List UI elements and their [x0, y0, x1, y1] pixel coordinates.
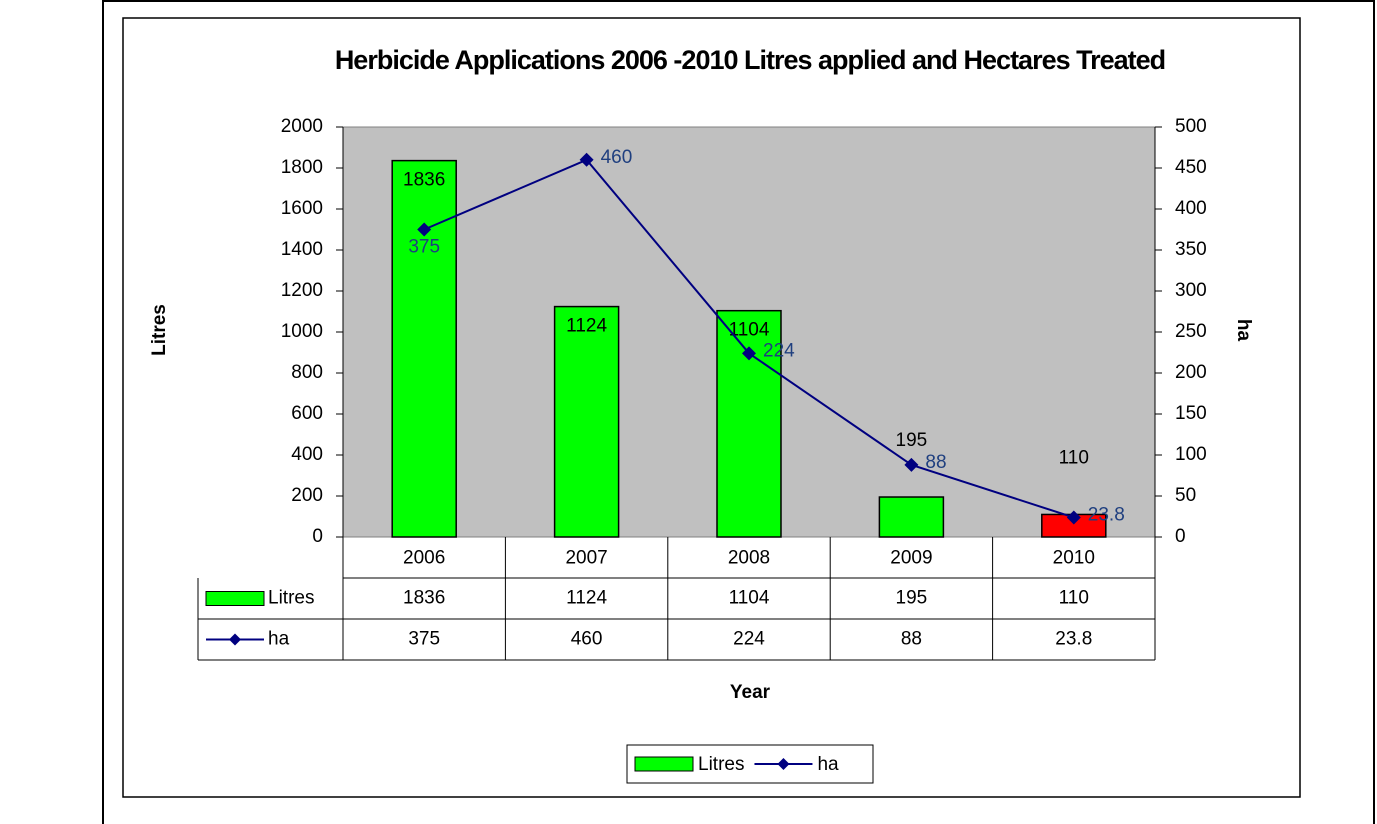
line-value-label: 23.8 [1088, 504, 1125, 525]
y2-tick-label: 200 [1175, 362, 1207, 383]
x-tick-label: 2009 [890, 548, 932, 569]
x-tick-label: 2010 [1053, 548, 1095, 569]
y-tick-label: 2000 [281, 116, 323, 137]
y2-tick-label: 400 [1175, 198, 1207, 219]
y-tick-label: 400 [291, 444, 323, 465]
line-value-label: 88 [925, 452, 946, 473]
bar-value-label: 110 [1059, 447, 1089, 468]
y-axis-title: Litres [149, 304, 170, 356]
table-series-name: Litres [268, 588, 314, 609]
table-value: 88 [901, 629, 922, 650]
table-value: 224 [733, 629, 765, 650]
y-tick-label: 800 [291, 362, 323, 383]
x-tick-label: 2007 [565, 548, 607, 569]
table-value: 195 [896, 588, 928, 609]
line-marker [1066, 510, 1081, 525]
y2-axis-title: ha [1233, 319, 1254, 342]
table-value: 1124 [566, 588, 607, 609]
bar [553, 305, 620, 538]
y2-tick-label: 100 [1175, 444, 1207, 465]
bar-value-label: 1836 [403, 170, 445, 191]
bar-value-label: 1124 [566, 316, 607, 337]
y2-tick-label: 150 [1175, 403, 1207, 424]
bar-value-label: 195 [896, 430, 928, 451]
table-series-name: ha [268, 629, 290, 650]
y-tick-label: 0 [312, 526, 323, 547]
legend-label: ha [817, 754, 839, 775]
x-axis-title: Year [730, 682, 771, 703]
y-tick-label: 1000 [281, 321, 323, 342]
y2-tick-label: 300 [1175, 280, 1207, 301]
chart-title: Herbicide Applications 2006 -2010 Litres… [334, 45, 1166, 75]
y2-tick-label: 0 [1175, 526, 1186, 547]
y-tick-label: 600 [291, 403, 323, 424]
table-value: 23.8 [1055, 629, 1092, 650]
y-tick-label: 1800 [281, 157, 323, 178]
y2-tick-label: 250 [1175, 321, 1207, 342]
y-tick-label: 200 [291, 485, 323, 506]
legend-label: Litres [698, 754, 744, 775]
legend-key [205, 591, 265, 606]
bar [716, 309, 782, 538]
y2-tick-label: 350 [1175, 239, 1207, 260]
line-marker [742, 346, 756, 361]
bar-value-label: 1104 [729, 320, 770, 341]
line-marker [579, 152, 594, 167]
line-value-label: 375 [408, 237, 440, 258]
y-tick-label: 1400 [281, 239, 323, 260]
x-tick-label: 2008 [728, 548, 770, 569]
y2-tick-label: 500 [1175, 116, 1207, 137]
table-value: 1836 [403, 588, 445, 609]
line-value-label: 224 [763, 340, 795, 361]
y-tick-label: 1600 [281, 198, 323, 219]
y2-tick-label: 50 [1175, 485, 1196, 506]
table-value: 460 [571, 629, 603, 650]
table-value: 110 [1059, 588, 1089, 609]
bar [391, 159, 457, 538]
table-value: 1104 [729, 588, 770, 609]
table-value: 375 [408, 629, 440, 650]
y2-tick-label: 450 [1175, 157, 1207, 178]
line-marker [904, 457, 919, 472]
line-marker [417, 222, 432, 237]
y-tick-label: 1200 [281, 280, 323, 301]
legend-key [229, 633, 241, 646]
x-tick-label: 2006 [403, 548, 445, 569]
legend-key [634, 756, 694, 772]
legend-key [777, 758, 790, 770]
line-value-label: 460 [601, 147, 633, 168]
bar [878, 496, 945, 538]
